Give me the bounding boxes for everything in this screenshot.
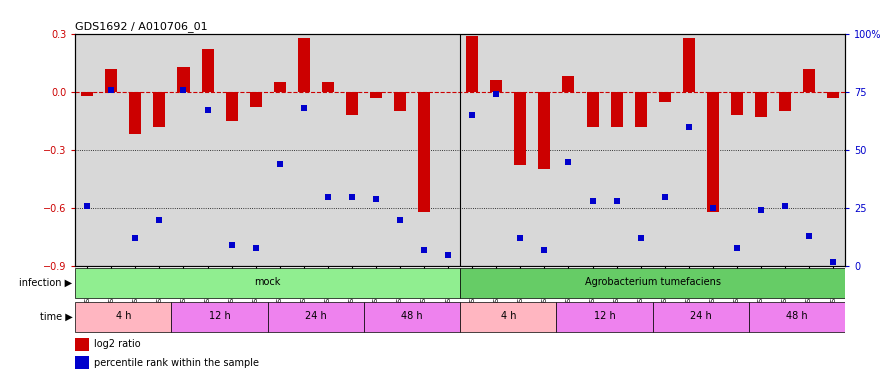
Point	[754, 207, 768, 213]
Bar	[105, 69, 118, 92]
Bar	[267, 302, 364, 332]
Text: 48 h: 48 h	[401, 311, 423, 321]
Bar	[611, 92, 623, 127]
Point	[610, 198, 624, 204]
Point	[225, 242, 239, 248]
Point	[441, 252, 455, 258]
Bar	[75, 356, 89, 369]
Text: 12 h: 12 h	[594, 311, 615, 321]
Point	[320, 194, 335, 200]
Bar	[153, 92, 165, 127]
Bar	[202, 49, 213, 92]
Bar	[538, 92, 550, 170]
Text: 4 h: 4 h	[501, 311, 516, 321]
Bar	[394, 92, 406, 111]
Bar	[346, 92, 358, 115]
Bar	[81, 92, 93, 96]
Bar	[75, 302, 172, 332]
Bar	[466, 36, 478, 92]
Bar	[514, 92, 527, 165]
Bar	[75, 268, 460, 298]
Bar	[749, 302, 845, 332]
Point	[561, 159, 575, 165]
Text: 24 h: 24 h	[305, 311, 327, 321]
Bar	[226, 92, 238, 121]
Bar	[370, 92, 382, 98]
Point	[705, 205, 720, 211]
Point	[369, 196, 383, 202]
Point	[176, 87, 190, 93]
Point	[681, 124, 696, 130]
Point	[802, 233, 816, 239]
Bar	[563, 76, 574, 92]
Point	[296, 105, 311, 111]
Text: log2 ratio: log2 ratio	[95, 339, 141, 349]
Text: Agrobacterium tumefaciens: Agrobacterium tumefaciens	[585, 278, 720, 288]
Text: 48 h: 48 h	[786, 311, 808, 321]
Bar	[652, 302, 749, 332]
Text: time ▶: time ▶	[40, 312, 73, 322]
Bar	[682, 38, 695, 92]
Bar	[731, 92, 743, 115]
Bar	[779, 92, 791, 111]
Bar	[297, 38, 310, 92]
Bar	[322, 82, 334, 92]
Bar	[460, 302, 557, 332]
Point	[417, 247, 431, 253]
Point	[537, 247, 551, 253]
Bar	[635, 92, 647, 127]
Point	[826, 259, 840, 265]
Point	[81, 203, 95, 209]
Point	[393, 217, 407, 223]
Bar	[803, 69, 815, 92]
Point	[586, 198, 600, 204]
Bar	[587, 92, 598, 127]
Point	[658, 194, 672, 200]
Bar	[250, 92, 262, 107]
Point	[489, 91, 504, 97]
Point	[778, 203, 792, 209]
Point	[273, 161, 287, 167]
Bar	[557, 302, 652, 332]
Point	[466, 112, 480, 118]
Point	[201, 108, 215, 114]
Text: infection ▶: infection ▶	[19, 278, 73, 288]
Bar	[418, 92, 430, 212]
Point	[345, 194, 359, 200]
Point	[104, 87, 119, 93]
Bar	[755, 92, 767, 117]
Point	[513, 236, 527, 242]
Point	[730, 244, 744, 250]
Bar	[75, 338, 89, 351]
Bar	[490, 80, 503, 92]
Text: 4 h: 4 h	[116, 311, 131, 321]
Point	[128, 236, 142, 242]
Bar	[658, 92, 671, 102]
Bar	[827, 92, 839, 98]
Text: 12 h: 12 h	[209, 311, 230, 321]
Text: 24 h: 24 h	[690, 311, 712, 321]
Point	[249, 244, 263, 250]
Text: mock: mock	[255, 278, 281, 288]
Bar	[460, 268, 845, 298]
Bar	[172, 302, 267, 332]
Point	[152, 217, 166, 223]
Bar	[129, 92, 142, 135]
Point	[634, 236, 648, 242]
Bar	[273, 82, 286, 92]
Text: GDS1692 / A010706_01: GDS1692 / A010706_01	[75, 21, 208, 32]
Bar	[707, 92, 719, 212]
Bar	[178, 67, 189, 92]
Text: percentile rank within the sample: percentile rank within the sample	[95, 358, 259, 368]
Bar	[364, 302, 460, 332]
